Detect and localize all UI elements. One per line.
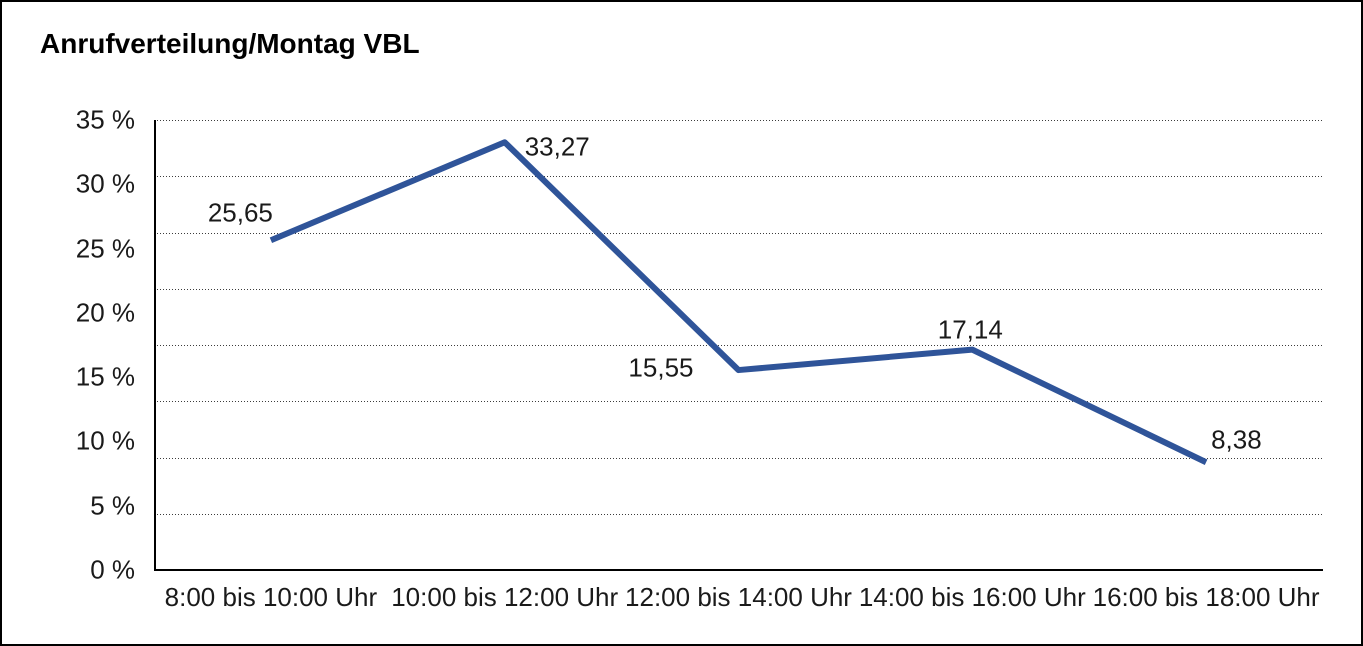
data-label: 33,27 xyxy=(524,131,590,162)
gridline xyxy=(154,457,1323,459)
y-tick-label: 15 % xyxy=(75,361,135,392)
x-tick-label: 8:00 bis 10:00 Uhr xyxy=(164,582,378,612)
data-label: 8,38 xyxy=(1211,424,1262,455)
gridline xyxy=(154,288,1323,290)
data-label: 15,55 xyxy=(628,352,694,383)
data-label: 25,65 xyxy=(207,197,273,228)
y-tick-label: 30 % xyxy=(75,168,135,199)
y-tick-label: 20 % xyxy=(75,297,135,328)
x-axis-line xyxy=(154,569,1323,571)
y-tick-label: 0 % xyxy=(90,554,135,585)
chart-title: Anrufverteilung/Montag VBL xyxy=(40,28,420,59)
y-tick-label: 25 % xyxy=(75,233,135,264)
data-label: 17,14 xyxy=(937,314,1003,345)
x-tick-label: 12:00 bis 14:00 Uhr xyxy=(625,582,852,612)
gridline xyxy=(154,120,1323,121)
y-tick-label: 10 % xyxy=(75,425,135,456)
gridline xyxy=(154,176,1323,178)
gridline xyxy=(154,345,1323,346)
series-line xyxy=(269,139,1208,465)
x-tick-label: 10:00 bis 12:00 Uhr xyxy=(391,582,619,612)
gridline xyxy=(154,401,1323,403)
x-axis: 8:00 bis 10:00 Uhr 10:00 bis 12:00 Uhr 1… xyxy=(154,582,1323,614)
y-axis: 35 % 30 % 25 % 20 % 15 % 10 % 5 % 0 % xyxy=(2,105,135,585)
y-tick-label: 35 % xyxy=(75,104,135,135)
plot-area: 25,65 33,27 15,55 17,14 8,38 xyxy=(154,120,1323,571)
x-tick-label: 14:00 bis 16:00 Uhr xyxy=(858,582,1086,612)
x-tick-label: 16:00 bis 18:00 Uhr xyxy=(1092,582,1320,612)
gridline xyxy=(154,232,1323,234)
y-axis-line xyxy=(154,120,156,570)
gridline xyxy=(154,513,1323,515)
y-tick-label: 5 % xyxy=(90,490,135,521)
chart-svg xyxy=(269,139,1208,465)
